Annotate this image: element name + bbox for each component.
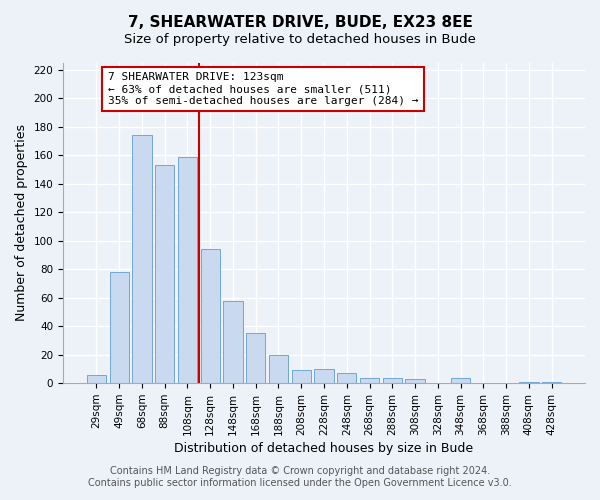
Bar xyxy=(406,379,425,383)
Bar xyxy=(292,370,311,383)
Bar xyxy=(542,382,561,383)
Bar xyxy=(269,354,288,383)
Text: 7 SHEARWATER DRIVE: 123sqm
← 63% of detached houses are smaller (511)
35% of sem: 7 SHEARWATER DRIVE: 123sqm ← 63% of deta… xyxy=(108,72,418,106)
Bar xyxy=(519,382,539,383)
Bar xyxy=(223,300,242,383)
X-axis label: Distribution of detached houses by size in Bude: Distribution of detached houses by size … xyxy=(175,442,473,455)
Bar xyxy=(314,369,334,383)
Bar xyxy=(383,378,402,383)
Bar xyxy=(200,249,220,383)
Bar xyxy=(178,156,197,383)
Bar xyxy=(132,135,152,383)
Bar xyxy=(451,378,470,383)
Bar xyxy=(87,374,106,383)
Text: Contains HM Land Registry data © Crown copyright and database right 2024.
Contai: Contains HM Land Registry data © Crown c… xyxy=(88,466,512,487)
Text: Size of property relative to detached houses in Bude: Size of property relative to detached ho… xyxy=(124,32,476,46)
Bar xyxy=(337,373,356,383)
Text: 7, SHEARWATER DRIVE, BUDE, EX23 8EE: 7, SHEARWATER DRIVE, BUDE, EX23 8EE xyxy=(128,15,472,30)
Bar xyxy=(155,165,175,383)
Bar xyxy=(246,334,265,383)
Y-axis label: Number of detached properties: Number of detached properties xyxy=(15,124,28,322)
Bar xyxy=(360,378,379,383)
Bar xyxy=(110,272,129,383)
